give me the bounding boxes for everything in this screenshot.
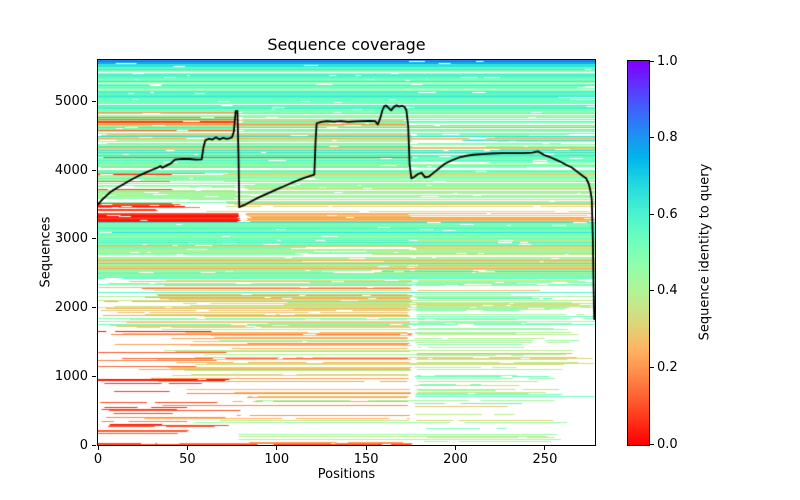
colorbar-canvas xyxy=(628,61,649,445)
y-tick-mark xyxy=(92,169,96,171)
colorbar-tick-label: 0.4 xyxy=(657,283,678,299)
plot-area xyxy=(97,59,596,446)
x-tick-label: 200 xyxy=(443,452,468,467)
colorbar-tick-mark xyxy=(650,60,654,62)
x-tick-mark xyxy=(97,446,99,450)
colorbar-tick-mark xyxy=(650,213,654,215)
x-tick-label: 100 xyxy=(264,452,290,467)
x-tick-label: 50 xyxy=(179,452,196,467)
y-tick-mark xyxy=(92,375,96,377)
y-tick-mark xyxy=(92,238,96,240)
x-tick-label: 0 xyxy=(93,452,103,467)
colorbar-tick-mark xyxy=(650,366,654,368)
colorbar-tick-label: 0.8 xyxy=(657,130,678,146)
colorbar-tick-label: 1.0 xyxy=(657,53,678,69)
y-tick-label: 4000 xyxy=(54,162,88,178)
colorbar-label: Sequence identity to query xyxy=(697,163,713,341)
y-tick-mark xyxy=(92,307,96,308)
x-tick-mark xyxy=(186,446,188,450)
x-tick-mark xyxy=(276,446,278,450)
y-tick-label: 5000 xyxy=(54,93,88,109)
colorbar-tick-mark xyxy=(650,290,654,292)
x-axis-label: Positions xyxy=(317,467,376,482)
x-tick-mark xyxy=(455,446,457,450)
colorbar-tick-mark xyxy=(650,443,654,445)
x-tick-label: 150 xyxy=(353,452,379,467)
y-tick-mark xyxy=(92,444,96,446)
x-tick-mark xyxy=(544,446,546,450)
y-tick-label: 3000 xyxy=(54,231,88,247)
y-tick-label: 2000 xyxy=(54,300,88,315)
y-axis-label: Sequences xyxy=(38,216,54,288)
x-tick-label: 250 xyxy=(532,452,558,467)
colorbar-tick-label: 0.6 xyxy=(657,206,678,222)
colorbar-tick-label: 0.2 xyxy=(657,359,678,375)
msa-heatmap-canvas xyxy=(98,60,595,445)
colorbar-tick-label: 0.0 xyxy=(657,436,678,452)
chart-title: Sequence coverage xyxy=(267,35,426,54)
x-tick-mark xyxy=(365,446,367,450)
colorbar-tick-mark xyxy=(650,137,654,139)
y-tick-label: 0 xyxy=(79,437,88,453)
y-tick-label: 1000 xyxy=(54,368,88,384)
colorbar xyxy=(627,60,650,446)
y-tick-mark xyxy=(92,100,96,102)
